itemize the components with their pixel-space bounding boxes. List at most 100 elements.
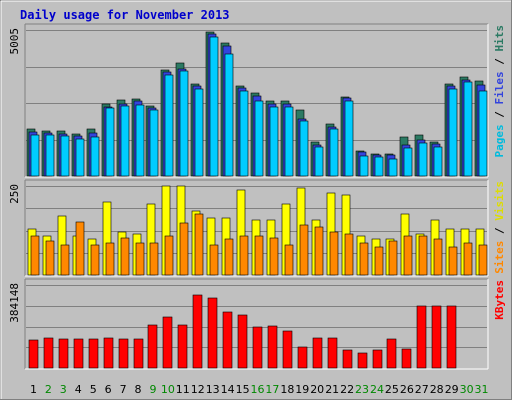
bar-sites-3 — [60, 244, 70, 276]
legend: Sites / Visits — [493, 181, 506, 274]
bar-pages-1 — [30, 134, 40, 177]
bar-sites-21 — [329, 231, 339, 276]
x-tick-label-28: 28 — [430, 383, 444, 396]
bar-sites-19 — [299, 224, 309, 276]
bar-sites-26 — [403, 235, 413, 276]
y-max-label: 250 — [8, 184, 21, 204]
bar-sites-22 — [344, 233, 354, 276]
bar-sites-4 — [75, 221, 85, 276]
bar-pages-29 — [448, 88, 458, 177]
bar-kbytes-12 — [192, 294, 203, 369]
x-tick-label-20: 20 — [310, 383, 324, 396]
bar-kbytes-3 — [58, 338, 69, 369]
bar-kbytes-17 — [267, 325, 278, 369]
bar-pages-20 — [314, 146, 324, 177]
x-tick-label-13: 13 — [206, 383, 220, 396]
x-tick-label-19: 19 — [295, 383, 309, 396]
y-max-label: 5005 — [8, 28, 21, 55]
bar-pages-23 — [359, 155, 369, 177]
bar-sites-2 — [45, 240, 55, 276]
bar-kbytes-22 — [342, 349, 353, 369]
bar-kbytes-26 — [401, 348, 412, 369]
bar-kbytes-11 — [177, 324, 188, 369]
x-tick-label-29: 29 — [445, 383, 459, 396]
x-tick-label-5: 5 — [90, 383, 97, 396]
legend-item-hits: Hits — [493, 25, 506, 52]
x-tick-label-16: 16 — [251, 383, 265, 396]
bar-pages-12 — [194, 88, 204, 177]
bar-kbytes-16 — [252, 326, 263, 369]
bar-sites-30 — [463, 242, 473, 276]
legend: Pages / Files / Hits — [493, 25, 506, 158]
bar-pages-16 — [254, 100, 264, 177]
bar-kbytes-1 — [28, 339, 39, 369]
bar-kbytes-8 — [133, 338, 144, 369]
bar-kbytes-18 — [282, 330, 293, 369]
bar-pages-5 — [90, 136, 100, 177]
x-tick-label-21: 21 — [325, 383, 339, 396]
bar-pages-26 — [403, 147, 413, 177]
bar-pages-9 — [149, 109, 159, 177]
bar-kbytes-5 — [88, 338, 99, 369]
bar-sites-16 — [254, 235, 264, 276]
bar-sites-12 — [194, 213, 204, 276]
x-tick-label-22: 22 — [340, 383, 354, 396]
bar-pages-22 — [344, 100, 354, 177]
x-tick-label-18: 18 — [280, 383, 294, 396]
bar-sites-28 — [433, 238, 443, 276]
bar-pages-21 — [329, 128, 339, 177]
chart-title: Daily usage for November 2013 — [20, 8, 230, 22]
bar-sites-10 — [164, 235, 174, 276]
x-tick-label-27: 27 — [415, 383, 429, 396]
bar-sites-20 — [314, 226, 324, 276]
x-tick-label-4: 4 — [75, 383, 82, 396]
x-tick-label-26: 26 — [400, 383, 414, 396]
panel-visits-sites: 250 Sites / Visits — [8, 179, 506, 277]
bar-sites-29 — [448, 246, 458, 276]
bar-kbytes-29 — [446, 305, 457, 369]
bar-kbytes-28 — [431, 305, 442, 369]
legend-separator: / — [493, 221, 506, 241]
bar-pages-19 — [299, 120, 309, 177]
bar-sites-5 — [90, 244, 100, 276]
x-tick-label-11: 11 — [176, 383, 190, 396]
bar-pages-2 — [45, 134, 55, 177]
legend-item-files: Files — [493, 71, 506, 104]
bar-pages-27 — [418, 142, 428, 177]
bar-sites-13 — [209, 244, 219, 276]
bar-pages-10 — [164, 74, 174, 177]
bar-kbytes-24 — [372, 349, 383, 369]
bar-kbytes-27 — [416, 305, 427, 369]
bar-kbytes-15 — [237, 314, 248, 369]
bar-sites-24 — [374, 246, 384, 276]
legend-item-sites: Sites — [493, 241, 506, 274]
bar-pages-4 — [75, 138, 85, 177]
bar-kbytes-14 — [222, 311, 233, 369]
bar-pages-8 — [135, 104, 145, 177]
panel-kbytes: 384148 KBytes — [8, 278, 506, 370]
bar-kbytes-20 — [312, 337, 323, 369]
bar-sites-17 — [269, 237, 279, 276]
bar-pages-25 — [388, 158, 398, 177]
bar-sites-1 — [30, 235, 40, 276]
x-tick-label-8: 8 — [135, 383, 142, 396]
x-tick-label-6: 6 — [105, 383, 112, 396]
x-tick-label-14: 14 — [221, 383, 235, 396]
bar-pages-24 — [374, 156, 384, 177]
y-max-label: 384148 — [8, 283, 21, 323]
bar-sites-15 — [239, 235, 249, 276]
bar-kbytes-25 — [386, 338, 397, 369]
bar-pages-18 — [284, 106, 294, 177]
x-tick-label-2: 2 — [45, 383, 52, 396]
bar-kbytes-10 — [162, 316, 173, 369]
bar-sites-9 — [149, 242, 159, 276]
bar-kbytes-2 — [43, 337, 54, 369]
legend-separator: / — [493, 52, 506, 72]
bar-kbytes-4 — [73, 338, 84, 369]
bar-pages-31 — [478, 90, 488, 177]
x-tick-label-12: 12 — [191, 383, 205, 396]
legend-item-visits: Visits — [493, 181, 506, 221]
bar-pages-15 — [239, 90, 249, 177]
